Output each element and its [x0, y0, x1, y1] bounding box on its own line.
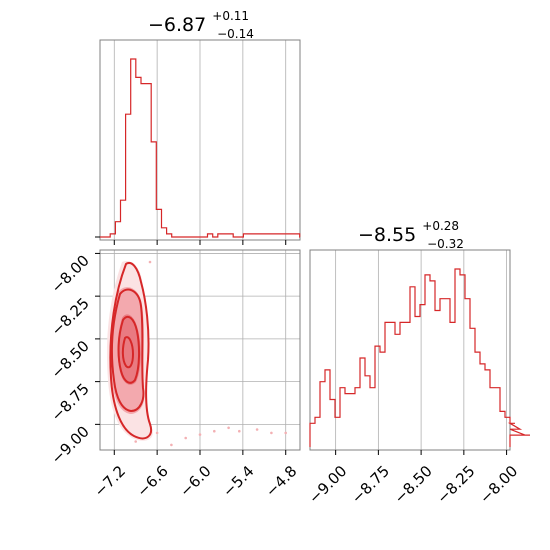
- scatter-x-tick-labels: −7.2 −6.6 −6.0 −5.4 −4.8: [91, 462, 301, 500]
- scatter-point: [227, 426, 230, 430]
- scatter-point: [213, 429, 216, 433]
- scatter-x-tick-label: −5.4: [219, 462, 257, 500]
- scatter-x-tick-label: −7.2: [91, 462, 129, 500]
- hist-x-grid: [113, 40, 287, 240]
- hist-y-x-tick-label: −9.00: [305, 462, 350, 507]
- hist-x-line: [100, 58, 301, 238]
- scatter-x-tick-label: −6.0: [176, 462, 214, 500]
- hist-y-title-plus: +0.28: [422, 219, 459, 233]
- scatter-y-tick-label: −8.50: [48, 337, 93, 382]
- scatter-point: [255, 428, 259, 431]
- density-contours: [106, 260, 153, 441]
- scatter-point: [284, 431, 288, 435]
- hist-y-x-tick-label: −8.75: [348, 462, 393, 507]
- scatter-x-tick-label: −4.8: [262, 462, 300, 500]
- scatter-x-tick-label: −6.6: [133, 462, 171, 500]
- hist-y-x-tick-label: −8.25: [433, 462, 478, 507]
- contour-outer-line: [109, 262, 152, 440]
- hist-y-title-median: −8.55: [358, 224, 416, 246]
- hist-x-title-plus: +0.11: [212, 9, 249, 23]
- hist-y-frame: [309, 249, 511, 451]
- contour-core-line: [121, 336, 135, 369]
- scatter-point: [270, 431, 273, 435]
- scatter-tickmarks: [95, 252, 287, 455]
- hist-x-title: −6.87 +0.11 −0.14: [148, 3, 255, 41]
- scatter-point: [155, 431, 159, 435]
- scatter-point: [198, 433, 202, 436]
- scatter-y-tick-label: −8.00: [48, 252, 93, 297]
- panel-2d: −7.2 −6.6 −6.0 −5.4 −4.8 −8.00−8.25−8.50−8.7…: [48, 249, 301, 501]
- contour-inner-fill: [117, 314, 141, 385]
- scatter-point: [134, 440, 137, 443]
- hist-y-title-minus: −0.32: [427, 237, 464, 251]
- scatter-y-tick-label: −8.75: [48, 380, 93, 425]
- hist-y-line: [309, 268, 530, 447]
- hist-x-title-median: −6.87: [148, 14, 206, 36]
- panel-hist-x: −6.87 +0.11 −0.14: [95, 3, 301, 245]
- hist-y-title: −8.55 +0.28 −0.32: [358, 213, 465, 251]
- hist-y-tickmarks: [335, 450, 508, 455]
- scatter-point: [184, 436, 187, 440]
- scatter-y-tick-label: −9.00: [48, 422, 93, 467]
- contour-inner-line: [117, 315, 141, 384]
- hist-y-grid: [335, 250, 507, 450]
- hist-x-title-minus: −0.14: [217, 27, 254, 41]
- scatter-point: [148, 260, 152, 264]
- scatter-y-tick-label: −8.25: [48, 294, 93, 339]
- scatter-point: [238, 429, 241, 433]
- hist-y-x-tick-label: −8.50: [391, 462, 436, 507]
- scatter-y-tick-labels: −8.00−8.25−8.50−8.75−9.00: [48, 252, 93, 468]
- scatter-point: [170, 443, 173, 447]
- panel-hist-y: −9.00−8.75−8.50−8.25−8.00 −8.55 +0.28 −0…: [305, 213, 530, 507]
- hist-y-x-tick-label: −8.00: [476, 462, 521, 507]
- contour-mid-line: [111, 288, 145, 413]
- hist-x-tickmarks: [95, 236, 287, 245]
- hist-y-x-tick-labels: −9.00−8.75−8.50−8.25−8.00: [305, 462, 521, 507]
